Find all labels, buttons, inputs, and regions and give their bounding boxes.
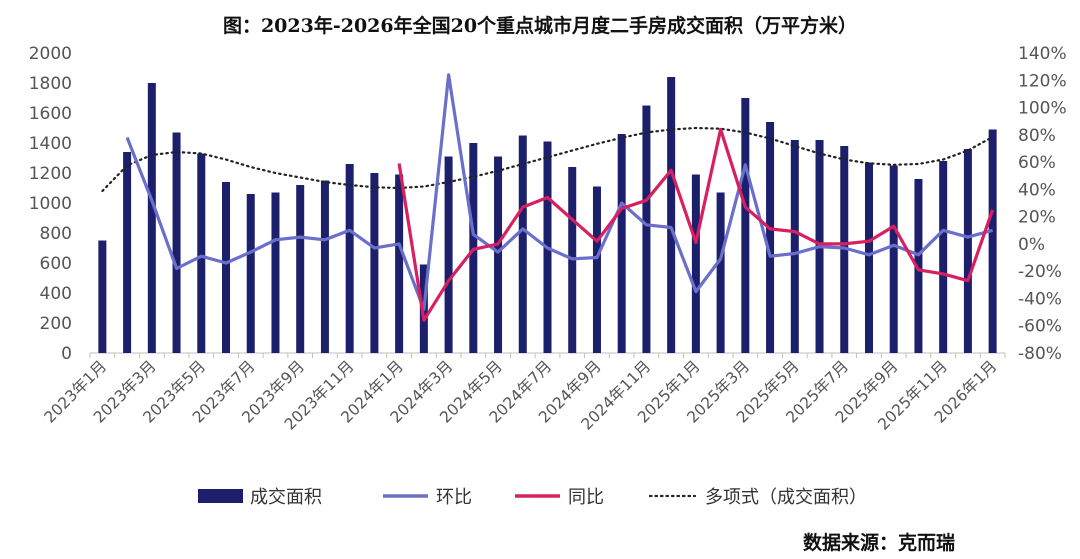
- area-bar: [197, 153, 206, 353]
- legend: 成交面积 环比 同比 多项式（成交面积）: [198, 487, 867, 508]
- left-axis-tick-label: 1800: [29, 74, 72, 94]
- right-axis-tick-label: 100%: [1018, 99, 1067, 119]
- area-bar: [296, 185, 305, 353]
- area-bar: [147, 83, 156, 353]
- polynomial-trendline: [101, 126, 994, 193]
- mom-line: [125, 73, 994, 311]
- right-axis-tick-label: 60%: [1018, 153, 1056, 173]
- area-bar: [741, 98, 750, 353]
- chart-title: 图：2023年-2026年全国20个重点城市月度二手房成交面积（万平方米）: [223, 14, 857, 37]
- area-bar: [939, 161, 948, 353]
- area-bar: [617, 134, 626, 353]
- area-bar: [98, 240, 107, 353]
- left-axis-tick-label: 600: [40, 254, 72, 274]
- left-axis-tick-label: 200: [40, 314, 72, 334]
- area-bar: [395, 174, 404, 353]
- legend-label-mom: 环比: [436, 487, 472, 508]
- plot-area: [89, 352, 1006, 358]
- left-axis-tick-label: 1000: [29, 194, 72, 214]
- area-bar: [889, 165, 898, 353]
- area-bar: [914, 179, 923, 353]
- area-bar: [222, 182, 231, 353]
- area-bar: [271, 192, 280, 353]
- area-bar: [123, 152, 132, 353]
- source-note: 数据来源：克而瑞: [803, 531, 955, 554]
- area-bar: [444, 156, 453, 353]
- area-bar: [864, 162, 873, 353]
- area-bar: [246, 194, 255, 353]
- right-axis-tick-label: 120%: [1018, 71, 1067, 91]
- left-axis-tick-label: 1200: [29, 164, 72, 184]
- left-axis-tick-label: 1400: [29, 134, 72, 154]
- area-bar: [518, 135, 527, 353]
- area-bar: [494, 156, 503, 353]
- area-bar: [766, 122, 775, 353]
- right-axis-tick-label: 0%: [1018, 235, 1045, 255]
- left-axis-tick-label: 800: [40, 224, 72, 244]
- area-bar: [345, 164, 354, 353]
- area-bar: [716, 192, 725, 353]
- legend-swatch-area: [198, 489, 243, 503]
- area-bar: [592, 186, 601, 353]
- area-bar: [642, 105, 651, 353]
- left-axis-tick-label: 1600: [29, 104, 72, 124]
- right-axis-tick-label: 80%: [1018, 126, 1056, 146]
- area-bar: [963, 149, 972, 353]
- legend-label-yoy: 同比: [568, 487, 604, 508]
- left-axis-tick-label: 400: [40, 284, 72, 304]
- right-axis-tick-label: -20%: [1018, 262, 1062, 282]
- left-axis-tick-label: 0: [61, 344, 72, 364]
- area-bar: [691, 174, 700, 353]
- legend-label-trend: 多项式（成交面积）: [705, 487, 867, 508]
- bar-series: [98, 77, 997, 353]
- left-axis-tick-label: 2000: [29, 44, 72, 64]
- right-axis-tick-label: 20%: [1018, 208, 1056, 228]
- right-axis-tick-label: 40%: [1018, 180, 1056, 200]
- right-axis-tick-label: -40%: [1018, 289, 1062, 309]
- area-bar: [320, 180, 329, 353]
- area-bar: [790, 140, 799, 353]
- area-bar: [172, 132, 181, 353]
- area-bar: [988, 129, 997, 353]
- right-axis-tick-label: -60%: [1018, 317, 1062, 337]
- legend-label-area: 成交面积: [250, 487, 322, 508]
- right-axis-tick-label: -80%: [1018, 344, 1062, 364]
- right-axis-tick-label: 140%: [1018, 44, 1067, 64]
- line-series: [101, 73, 995, 322]
- yoy-line: [397, 127, 995, 322]
- area-bar: [370, 173, 379, 353]
- area-bar: [667, 77, 676, 353]
